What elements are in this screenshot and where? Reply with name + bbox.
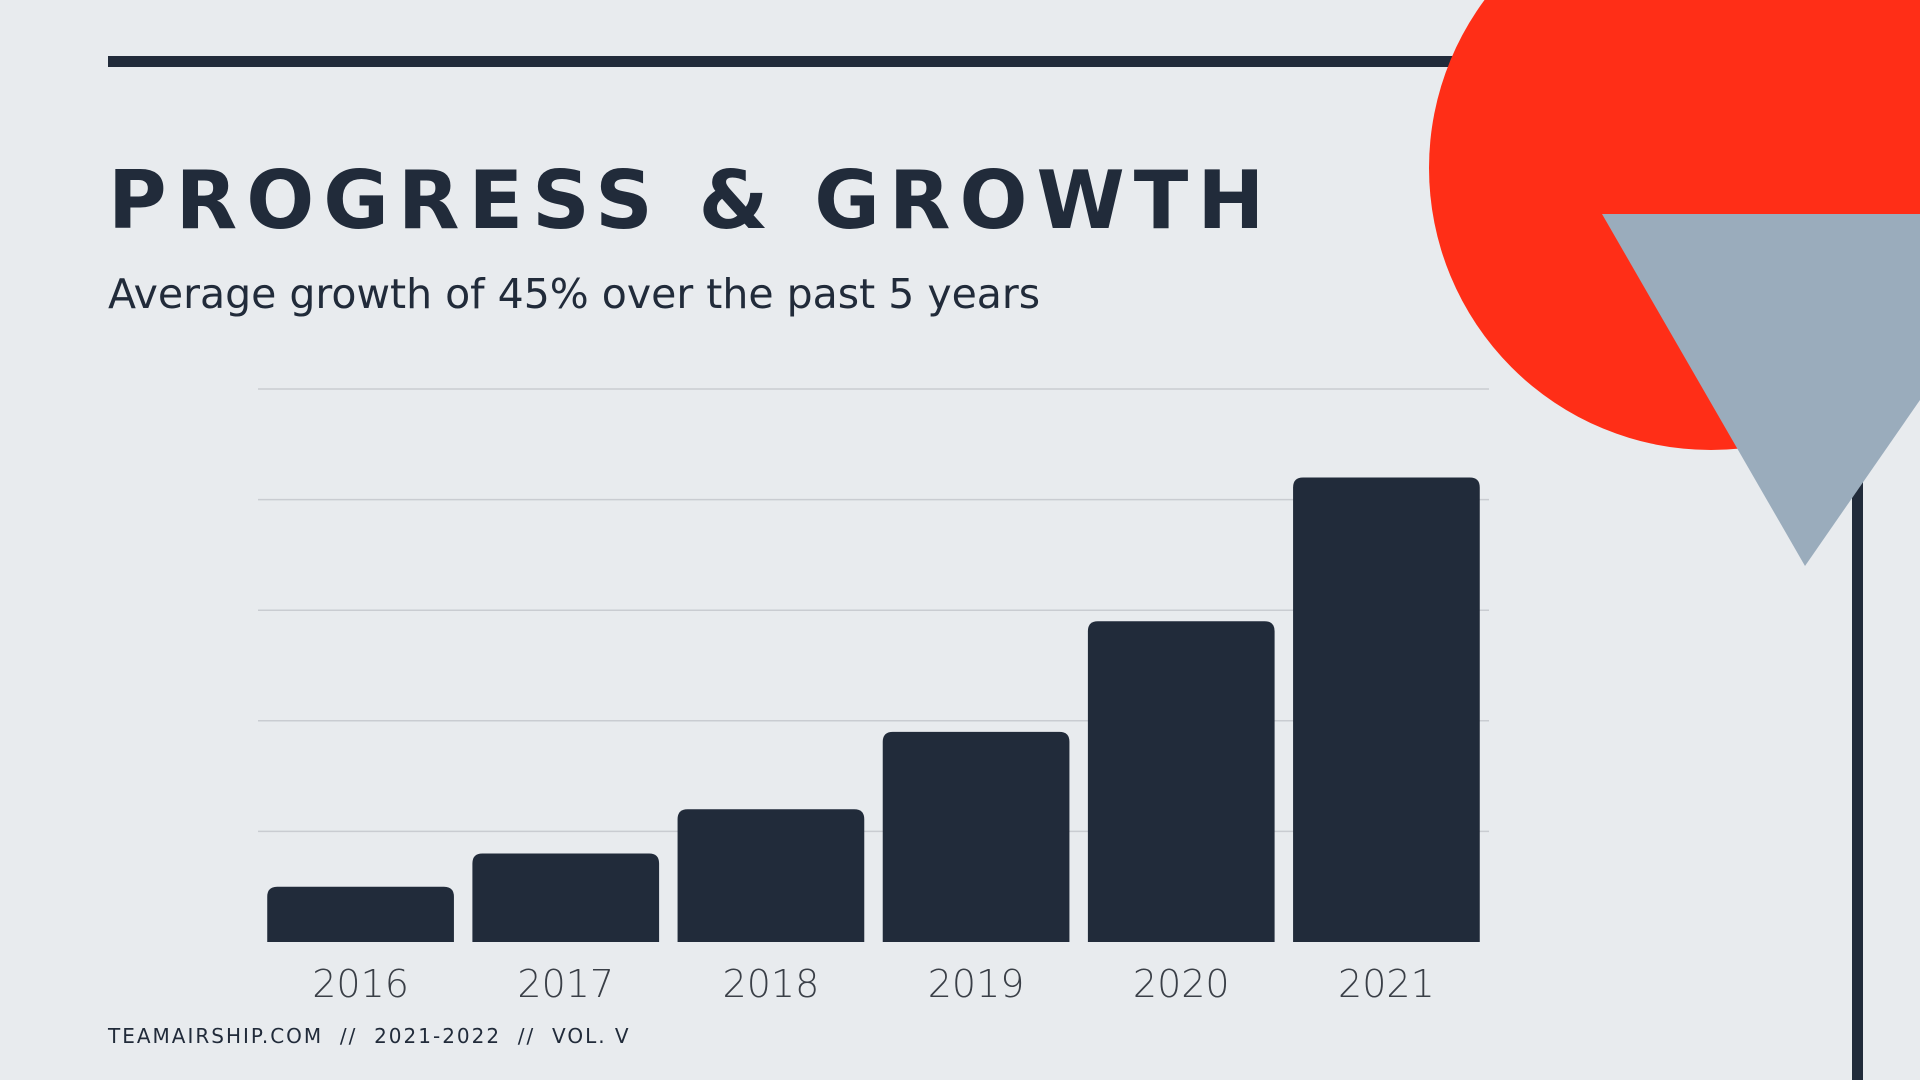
x-tick-label: 2021 xyxy=(1338,962,1435,1006)
chart-title: PROGRESS & GROWTH xyxy=(108,154,1273,247)
chart-subtitle: Average growth of 45% over the past 5 ye… xyxy=(108,270,1040,318)
x-tick-label: 2016 xyxy=(312,962,409,1006)
gray-triangle xyxy=(1602,214,1920,566)
bar xyxy=(677,809,865,942)
bar xyxy=(1087,621,1275,942)
x-tick-label: 2019 xyxy=(928,962,1025,1006)
footer: TEAMAIRSHIP.COM // 2021-2022 // VOL. V xyxy=(107,1024,631,1048)
side-rule xyxy=(1852,460,1863,1080)
x-tick-label: 2020 xyxy=(1133,962,1230,1006)
bar xyxy=(882,731,1070,942)
bar xyxy=(1293,477,1480,942)
chart: 2016 2017 2018 2019 2020 2021 xyxy=(258,388,1489,1006)
bar xyxy=(267,886,454,942)
top-rule xyxy=(108,56,1468,67)
x-tick-label: 2017 xyxy=(517,962,614,1006)
x-tick-label: 2018 xyxy=(723,962,820,1006)
bar xyxy=(472,853,660,942)
